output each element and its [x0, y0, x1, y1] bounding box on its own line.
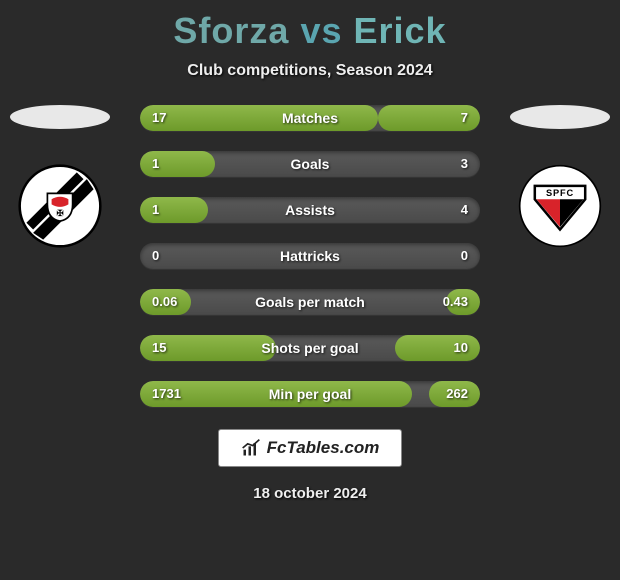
stat-bar: 13Goals [140, 151, 480, 177]
player1-club-crest: ✠ [18, 164, 102, 248]
watermark-text: FcTables.com [267, 438, 380, 458]
content-area: ✠ SPFC 177Matches 13Goals 14Assists 00Hattr… [0, 105, 620, 407]
stat-label: Hattricks [140, 243, 480, 269]
chart-icon [241, 438, 261, 458]
player2-name: Erick [354, 10, 447, 51]
svg-text:✠: ✠ [56, 208, 63, 218]
player1-name: Sforza [173, 10, 289, 51]
player2-column: SPFC [510, 105, 610, 248]
stat-bar: 177Matches [140, 105, 480, 131]
date-text: 18 october 2024 [0, 485, 620, 502]
stat-label: Shots per goal [140, 335, 480, 361]
stat-bar: 14Assists [140, 197, 480, 223]
vs-word: vs [300, 10, 342, 51]
svg-text:SPFC: SPFC [546, 188, 574, 198]
stat-label: Matches [140, 105, 480, 131]
stat-label: Assists [140, 197, 480, 223]
stat-bar: 00Hattricks [140, 243, 480, 269]
stat-label: Goals [140, 151, 480, 177]
stat-bar: 1510Shots per goal [140, 335, 480, 361]
stat-bars-container: 177Matches 13Goals 14Assists 00Hattricks 0.0… [140, 105, 480, 407]
watermark-badge: FcTables.com [218, 429, 403, 467]
subtitle: Club competitions, Season 2024 [0, 62, 620, 80]
stat-bar: 0.060.43Goals per match [140, 289, 480, 315]
player2-photo-placeholder [510, 105, 610, 129]
spfc-crest-icon: SPFC [518, 164, 602, 248]
player1-column: ✠ [10, 105, 110, 248]
stat-label: Goals per match [140, 289, 480, 315]
stat-bar: 1731262Min per goal [140, 381, 480, 407]
player1-photo-placeholder [10, 105, 110, 129]
player2-club-crest: SPFC [518, 164, 602, 248]
stat-label: Min per goal [140, 381, 480, 407]
comparison-title: Sforza vs Erick [0, 0, 620, 52]
vasco-crest-icon: ✠ [18, 164, 102, 248]
footer: FcTables.com 18 october 2024 [0, 429, 620, 502]
